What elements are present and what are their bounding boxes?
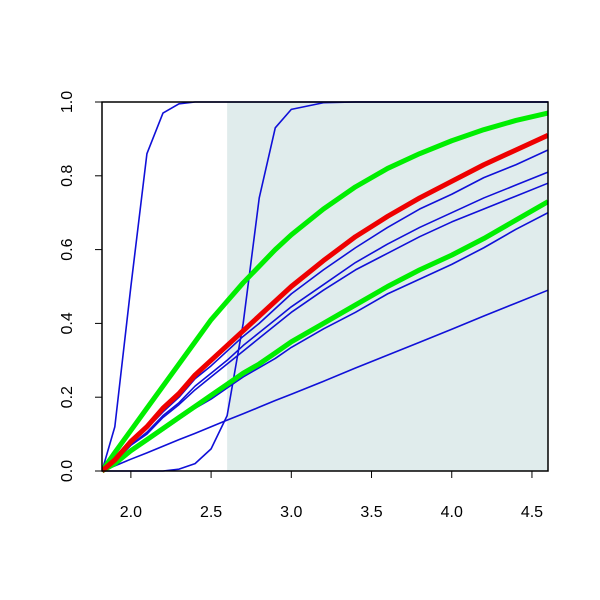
y-tick-label: 0.0 xyxy=(59,460,76,482)
plot-frame xyxy=(101,101,549,472)
curve xyxy=(102,132,548,473)
y-tick-label: 0.6 xyxy=(59,238,76,260)
x-tick-label: 2.0 xyxy=(120,504,142,521)
x-tick-label: 4.0 xyxy=(441,504,463,521)
x-tick-label: 2.5 xyxy=(200,504,222,521)
y-tick-label: 1.0 xyxy=(59,91,76,113)
curve xyxy=(102,199,548,474)
y-tick-label: 0.4 xyxy=(59,312,76,334)
y-tick-label: 0.2 xyxy=(59,386,76,408)
x-tick-label: 3.0 xyxy=(280,504,302,521)
curve xyxy=(102,171,548,472)
x-tick-label: 4.5 xyxy=(521,504,543,521)
curve xyxy=(102,182,548,472)
y-tick-label: 0.8 xyxy=(59,165,76,187)
x-tick-label: 3.5 xyxy=(360,504,382,521)
curve xyxy=(102,289,548,472)
curve xyxy=(102,110,548,473)
